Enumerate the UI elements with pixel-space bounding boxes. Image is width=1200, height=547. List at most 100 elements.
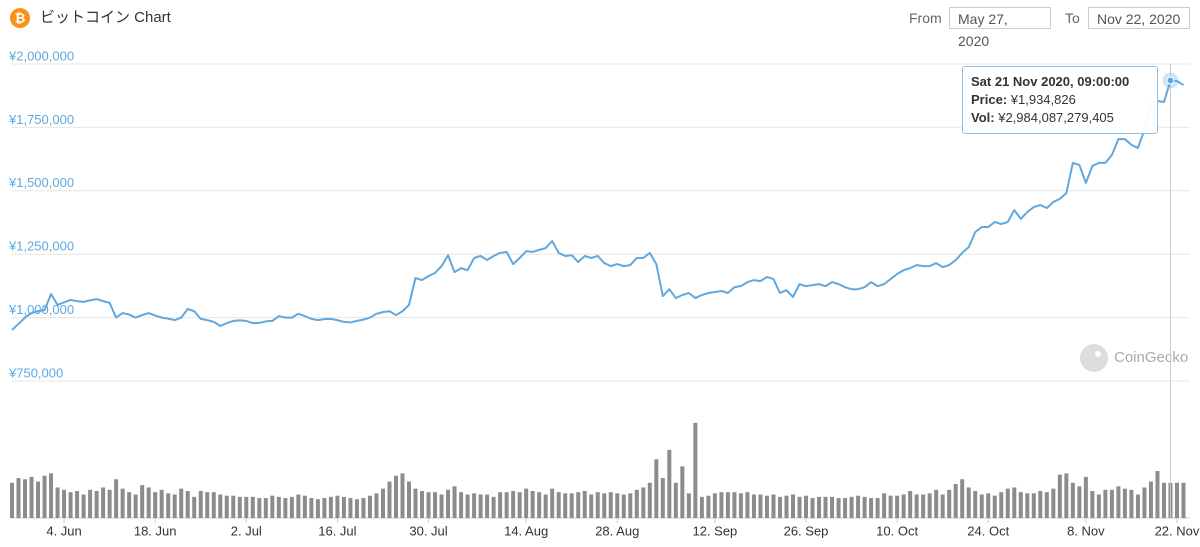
from-date[interactable]: May 27, 2020 [949, 7, 1051, 49]
volume-bar [296, 494, 301, 518]
volume-bar [660, 478, 665, 518]
volume-bar [875, 498, 880, 518]
volume-bar [289, 496, 294, 518]
chart-title: ビットコイン Chart [40, 9, 171, 26]
volume-bar [732, 492, 737, 518]
volume-bar [784, 495, 789, 518]
volume-bar [751, 494, 756, 518]
volume-bar [608, 492, 613, 518]
volume-bar [146, 487, 151, 518]
volume-bar [1018, 492, 1023, 518]
x-tick-label: 28. Aug [595, 523, 639, 538]
volume-bar [1025, 493, 1030, 518]
y-tick-label: ¥1,000,000 [8, 302, 74, 317]
volume-bar [810, 498, 815, 518]
volume-bar [315, 499, 320, 518]
volume-bar [302, 495, 307, 518]
volume-bar [517, 492, 522, 518]
volume-bar [29, 476, 34, 518]
volume-bar [543, 494, 548, 518]
y-tick-label: ¥750,000 [8, 365, 63, 380]
y-tick-label: ¥2,000,000 [8, 48, 74, 63]
watermark-text: CoinGecko [1114, 349, 1188, 366]
x-tick-label: 24. Oct [967, 523, 1009, 538]
volume-bar [283, 498, 288, 518]
volume-bar [276, 496, 281, 518]
volume-bar [576, 492, 581, 518]
volume-bar [771, 494, 776, 518]
volume-bar [758, 494, 763, 518]
volume-bar [1090, 490, 1095, 518]
volume-bar [634, 489, 639, 518]
volume-bar [973, 490, 978, 518]
volume-bar [407, 481, 412, 518]
volume-bar [42, 475, 47, 518]
volume-bar [927, 493, 932, 518]
volume-bar [205, 492, 210, 518]
tooltip-price-label: Price: [971, 92, 1008, 107]
volume-bar [348, 498, 353, 518]
volume-bar [81, 494, 86, 518]
volume-bar [413, 488, 418, 518]
volume-bar [654, 459, 659, 518]
x-tick-label: 22. Nov [1155, 523, 1200, 538]
volume-bar [1044, 492, 1049, 518]
volume-bar [699, 496, 704, 518]
volume-bar [504, 492, 509, 518]
volume-bar [36, 481, 41, 518]
volume-bar [895, 495, 900, 518]
volume-bar [790, 494, 795, 518]
volume-bar [843, 498, 848, 518]
svg-text:₿: ₿ [15, 10, 26, 25]
y-tick-label: ¥1,750,000 [8, 112, 74, 127]
volume-bar [367, 495, 372, 518]
volume-bar [244, 496, 249, 518]
tooltip-volume-row: Vol: ¥2,984,087,279,405 [971, 109, 1149, 127]
volume-bar [1148, 481, 1153, 518]
x-tick-label: 4. Jun [46, 523, 81, 538]
volume-bar [485, 494, 490, 518]
volume-bar [237, 496, 242, 518]
volume-bar [459, 492, 464, 518]
volume-bar [569, 493, 574, 518]
volume-bar [992, 495, 997, 518]
volume-bar [804, 495, 809, 518]
x-tick-label: 14. Aug [504, 523, 548, 538]
volume-bar [172, 494, 177, 518]
hover-point [1166, 76, 1175, 85]
volume-bar [400, 473, 405, 518]
tooltip-volume: ¥2,984,087,279,405 [998, 110, 1114, 125]
volume-bar [439, 494, 444, 518]
volume-bar [621, 494, 626, 518]
bitcoin-icon: ₿ [10, 8, 30, 28]
volume-bar [75, 490, 80, 518]
volume-bar [947, 489, 952, 518]
volume-bar [211, 492, 216, 518]
volume-bar [133, 494, 138, 518]
volume-bar [1096, 494, 1101, 518]
volume-bar [68, 492, 73, 518]
volume-bar [263, 498, 268, 518]
volume-bar [960, 479, 965, 518]
volume-bar [836, 498, 841, 518]
volume-bar [94, 490, 99, 518]
volume-bar [693, 422, 698, 518]
volume-bar [1077, 486, 1082, 518]
volume-bar [328, 496, 333, 518]
volume-bar [524, 488, 529, 518]
volume-bar [628, 493, 633, 518]
x-tick-label: 18. Jun [134, 523, 177, 538]
volume-bar [1012, 487, 1017, 518]
volume-bar [387, 481, 392, 518]
volume-bar [322, 498, 327, 518]
volume-bar [725, 492, 730, 518]
volume-bar [433, 492, 438, 518]
to-date[interactable]: Nov 22, 2020 [1088, 7, 1190, 29]
volume-bar [1070, 482, 1075, 518]
volume-bar [1064, 473, 1069, 518]
volume-bar [888, 495, 893, 518]
tooltip-volume-label: Vol: [971, 110, 995, 125]
volume-bar [1135, 494, 1140, 518]
x-tick-label: 16. Jul [318, 523, 356, 538]
